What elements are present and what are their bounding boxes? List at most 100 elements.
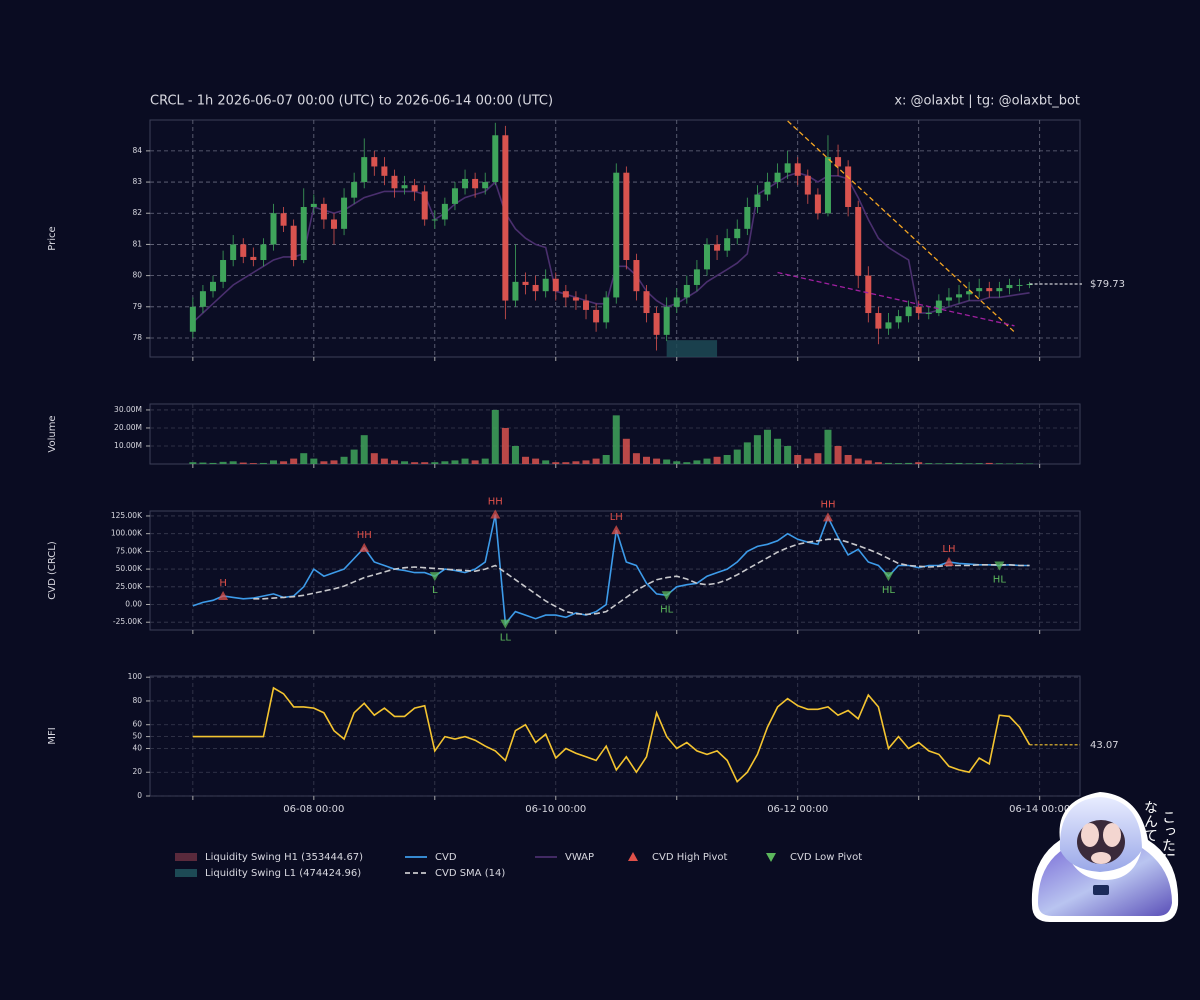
- volume-bar: [501, 427, 509, 464]
- candle-body: [552, 278, 559, 292]
- candle-body: [814, 194, 821, 214]
- volume-bar: [743, 442, 751, 464]
- volume-bar: [249, 463, 257, 464]
- candle-body: [935, 300, 942, 314]
- pivot-marker: [994, 561, 1005, 571]
- candle-body: [220, 260, 227, 282]
- volume-bar: [1005, 463, 1013, 464]
- candle-body: [774, 172, 781, 183]
- sticker-hand: [1081, 823, 1099, 847]
- legend-label: CVD High Pivot: [652, 852, 727, 863]
- pivot-label: LL: [500, 633, 512, 644]
- volume-bar: [854, 458, 862, 464]
- candle-body: [583, 300, 590, 310]
- volume-bar: [360, 435, 368, 464]
- volume-bar: [602, 454, 610, 464]
- volume-bar: [401, 461, 409, 464]
- y-tick-label: -25.00K: [113, 617, 143, 626]
- volume-bar: [209, 462, 217, 464]
- volume-bar: [864, 460, 872, 464]
- candle-body: [1016, 284, 1023, 286]
- y-tick-label: 60: [132, 720, 142, 729]
- panel-frame: [149, 675, 1081, 797]
- volume-bar: [189, 462, 197, 464]
- candle-body: [764, 182, 771, 195]
- y-tick-label: 84: [132, 146, 142, 155]
- pivot-label: LH: [610, 512, 623, 523]
- volume-bar: [945, 463, 953, 464]
- volume-bar: [290, 458, 298, 464]
- candle-body: [835, 157, 842, 167]
- y-tick-label: 0: [137, 791, 142, 800]
- candle-body: [714, 244, 721, 251]
- volume-bar: [421, 462, 429, 464]
- volume-bar: [239, 462, 247, 464]
- candle-body: [683, 284, 690, 298]
- volume-bar: [693, 460, 701, 464]
- pivot-marker: [943, 557, 954, 566]
- volume-bar: [259, 462, 267, 464]
- legend-label: CVD: [435, 852, 457, 863]
- volume-bar: [663, 459, 671, 464]
- y-tick-label: 100: [128, 672, 143, 681]
- candle-body: [320, 203, 327, 220]
- candle-body: [230, 244, 237, 261]
- candle-body: [492, 135, 499, 183]
- volume-bar: [219, 461, 227, 464]
- candle-body: [845, 166, 852, 208]
- volume-bar: [390, 460, 398, 464]
- candle-body: [875, 313, 882, 329]
- candle-body: [824, 157, 831, 214]
- candle-body: [804, 175, 811, 195]
- pivot-label: HH: [488, 497, 503, 508]
- sticker: なんて こった!: [1031, 792, 1179, 922]
- volume-bar: [380, 458, 388, 464]
- candle-body: [986, 288, 993, 292]
- pivot-marker: [661, 591, 672, 601]
- candle-body: [280, 213, 287, 226]
- volume-bar: [683, 462, 691, 464]
- legend-label: Liquidity Swing H1 (353444.67): [205, 852, 363, 863]
- volume-bar: [884, 462, 892, 464]
- trend-line: [777, 271, 1015, 327]
- candle-body: [361, 157, 368, 183]
- series-line: [253, 538, 1030, 616]
- pivot-marker: [500, 619, 511, 629]
- y-tick-label: 40: [132, 743, 142, 752]
- volume-bar: [733, 449, 741, 464]
- volume-bar: [582, 460, 590, 464]
- volume-bar: [451, 460, 459, 464]
- candle-body: [693, 269, 700, 285]
- pivot-label: HL: [660, 604, 674, 615]
- volume-bar: [753, 435, 761, 464]
- pivot-label: HL: [993, 575, 1007, 586]
- candle-body: [210, 281, 217, 292]
- y-tick-label: 100.00K: [111, 529, 143, 538]
- y-tick-label: 80: [132, 271, 142, 280]
- candle-body: [966, 291, 973, 295]
- legend-label: CVD SMA (14): [435, 868, 505, 879]
- candle-body: [522, 281, 529, 285]
- candle-body: [199, 291, 206, 307]
- y-axis-label: CVD (CRCL): [47, 541, 58, 600]
- pivot-marker: [429, 572, 440, 582]
- volume-bar: [985, 462, 993, 464]
- volume-bar: [1016, 463, 1024, 464]
- volume-bar: [431, 462, 439, 464]
- legend-label: CVD Low Pivot: [790, 852, 862, 863]
- x-tick-label: 06-12 00:00: [767, 804, 828, 815]
- pivot-marker: [611, 525, 622, 535]
- y-tick-label: 80: [132, 696, 142, 705]
- volume-bar: [522, 456, 530, 464]
- candle-body: [593, 309, 600, 323]
- volume-bar: [673, 461, 681, 464]
- candle-body: [189, 306, 196, 332]
- series-line: [192, 686, 1031, 784]
- pivot-label: HH: [357, 530, 372, 541]
- volume-bar: [713, 456, 721, 464]
- candle-body: [421, 191, 428, 220]
- volume-bar: [824, 429, 832, 464]
- candle-body: [270, 213, 277, 245]
- candle-body: [542, 278, 549, 292]
